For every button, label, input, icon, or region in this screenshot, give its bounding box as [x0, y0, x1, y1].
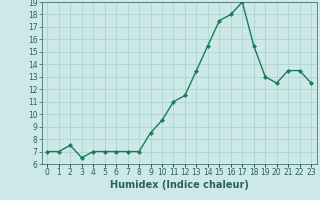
X-axis label: Humidex (Indice chaleur): Humidex (Indice chaleur) [110, 180, 249, 190]
